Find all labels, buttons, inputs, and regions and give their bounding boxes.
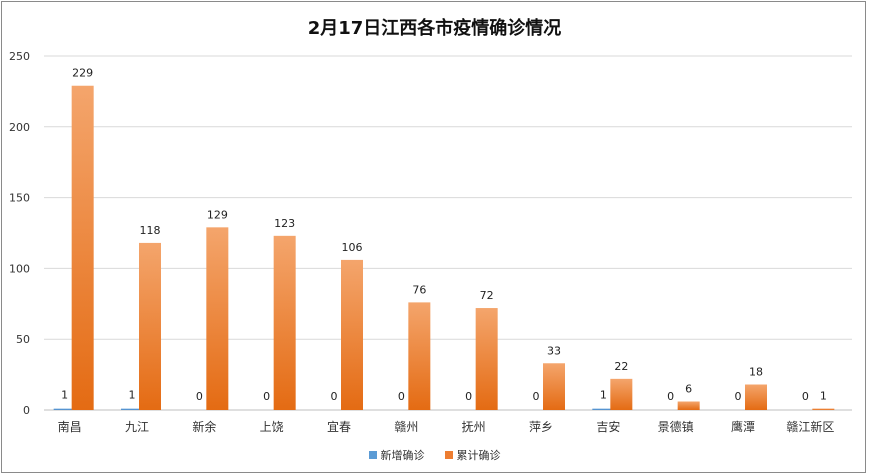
bar-total [273, 235, 296, 410]
chart-legend: 新增确诊 累计确诊 [0, 447, 869, 463]
legend-swatch-new [368, 451, 377, 459]
y-tick-label: 250 [9, 50, 30, 63]
x-tick-label: 宜春 [327, 419, 351, 434]
x-tick-label: 抚州 [462, 420, 486, 434]
data-label-total: 129 [207, 208, 228, 221]
data-label-new: 0 [667, 390, 674, 403]
data-label-new: 1 [600, 389, 607, 402]
x-tick-label: 赣江新区 [786, 419, 834, 434]
bar-total [812, 408, 835, 410]
x-tick-label: 吉安 [596, 419, 620, 434]
data-label-new: 0 [802, 390, 809, 403]
bar-new [53, 408, 76, 410]
data-label-new: 0 [196, 390, 203, 403]
data-label-new: 0 [398, 390, 405, 403]
bar-new [121, 408, 143, 410]
data-label-new: 0 [465, 390, 472, 403]
y-tick-label: 50 [16, 333, 30, 346]
bar-total [71, 85, 94, 411]
data-label-total: 76 [412, 283, 426, 296]
data-label-new: 1 [129, 389, 136, 402]
data-label-total: 118 [140, 224, 161, 237]
bar-total [206, 227, 229, 410]
data-label-total: 229 [72, 67, 93, 80]
legend-item-total: 累计确诊 [444, 447, 501, 463]
data-label-new: 1 [61, 389, 68, 402]
bar-total [610, 378, 633, 410]
data-label-total: 22 [614, 360, 628, 373]
bar-total [139, 242, 161, 410]
x-tick-label: 萍乡 [529, 420, 553, 434]
data-label-total: 33 [547, 344, 561, 357]
bar-total [475, 308, 498, 410]
y-tick-label: 100 [9, 262, 30, 275]
chart-title: 2月17日江西各市疫情确诊情况 [307, 18, 562, 39]
bar-total [745, 384, 767, 410]
data-label-total: 123 [274, 217, 295, 230]
data-label-total: 1 [820, 390, 827, 403]
bar-total [543, 363, 565, 410]
legend-label-new: 新增确诊 [380, 449, 425, 462]
data-label-total: 106 [342, 241, 363, 254]
y-tick-label: 150 [9, 192, 30, 205]
bar-new [592, 408, 615, 410]
data-label-new: 0 [263, 390, 270, 403]
legend-label-total: 累计确诊 [456, 449, 501, 462]
data-label-new: 0 [735, 390, 742, 403]
legend-swatch-total [444, 451, 453, 459]
y-tick-label: 0 [23, 404, 30, 417]
x-tick-label: 南昌 [58, 419, 82, 434]
data-label-total: 72 [480, 289, 494, 302]
legend-item-new: 新增确诊 [368, 447, 425, 463]
x-tick-label: 赣州 [394, 420, 418, 434]
y-tick-label: 200 [9, 121, 30, 134]
data-label-new: 0 [331, 390, 338, 403]
bar-total [408, 302, 431, 410]
x-tick-label: 九江 [125, 420, 149, 434]
x-tick-label: 鹰潭 [731, 419, 755, 434]
x-tick-label: 上饶 [260, 420, 284, 434]
bar-total [341, 259, 363, 410]
bar-total [677, 401, 700, 410]
x-tick-label: 新余 [192, 419, 216, 434]
data-label-total: 18 [749, 366, 763, 379]
data-label-new: 0 [533, 390, 540, 403]
data-label-total: 6 [685, 383, 692, 396]
x-tick-label: 景德镇 [658, 419, 694, 434]
